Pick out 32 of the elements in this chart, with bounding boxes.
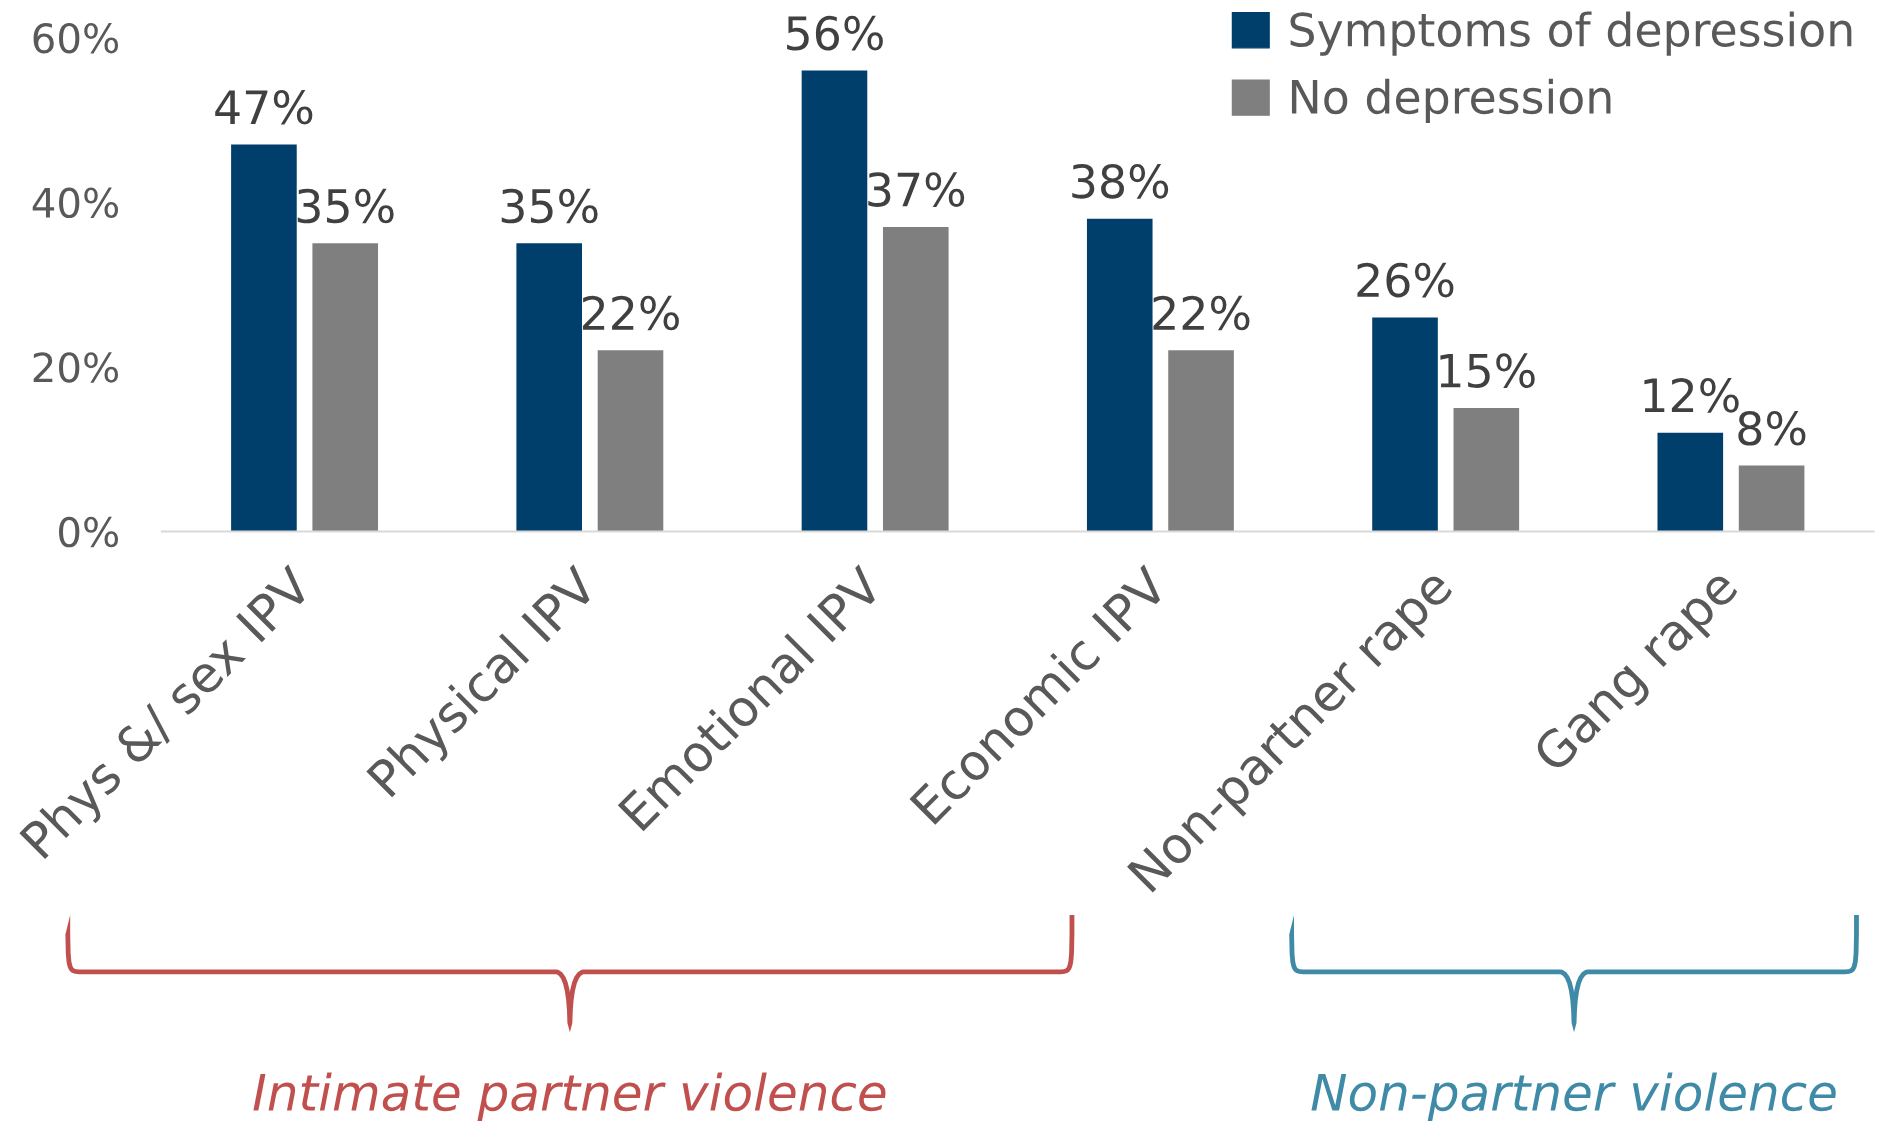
bar — [597, 350, 664, 532]
legend-label: Symptoms of depression — [1290, 11, 1852, 56]
bar — [516, 243, 582, 532]
data-label: 56% — [787, 15, 883, 51]
data-label: 15% — [1440, 353, 1535, 388]
data-label: 35% — [297, 188, 394, 224]
bar — [801, 70, 868, 532]
data-label: 22% — [582, 295, 679, 331]
data-label: 35% — [501, 188, 598, 224]
bar — [1738, 465, 1805, 532]
bar — [312, 243, 379, 532]
bar — [1657, 432, 1724, 532]
data-label: 12% — [1644, 378, 1739, 413]
bar — [1168, 350, 1234, 532]
data-label: 8% — [1738, 410, 1806, 446]
data-label: 38% — [1072, 163, 1169, 199]
legend-label: No depression — [1291, 78, 1611, 124]
bar — [1453, 407, 1520, 532]
y-tick-label: 0% — [59, 516, 119, 548]
data-label: 47% — [215, 89, 313, 125]
bar — [231, 144, 297, 532]
bar — [882, 226, 949, 532]
text: Non-partner violence — [1311, 1072, 1836, 1121]
bar — [1086, 218, 1153, 532]
text: Intimate partner violence — [253, 1072, 886, 1121]
y-tick-label: 60% — [33, 22, 119, 54]
y-tick-label: 20% — [33, 352, 119, 383]
data-label: 26% — [1357, 262, 1454, 298]
data-label: 22% — [1153, 295, 1250, 331]
bar — [1372, 317, 1438, 532]
data-label: 37% — [868, 172, 965, 207]
y-tick-label: 40% — [32, 187, 119, 219]
